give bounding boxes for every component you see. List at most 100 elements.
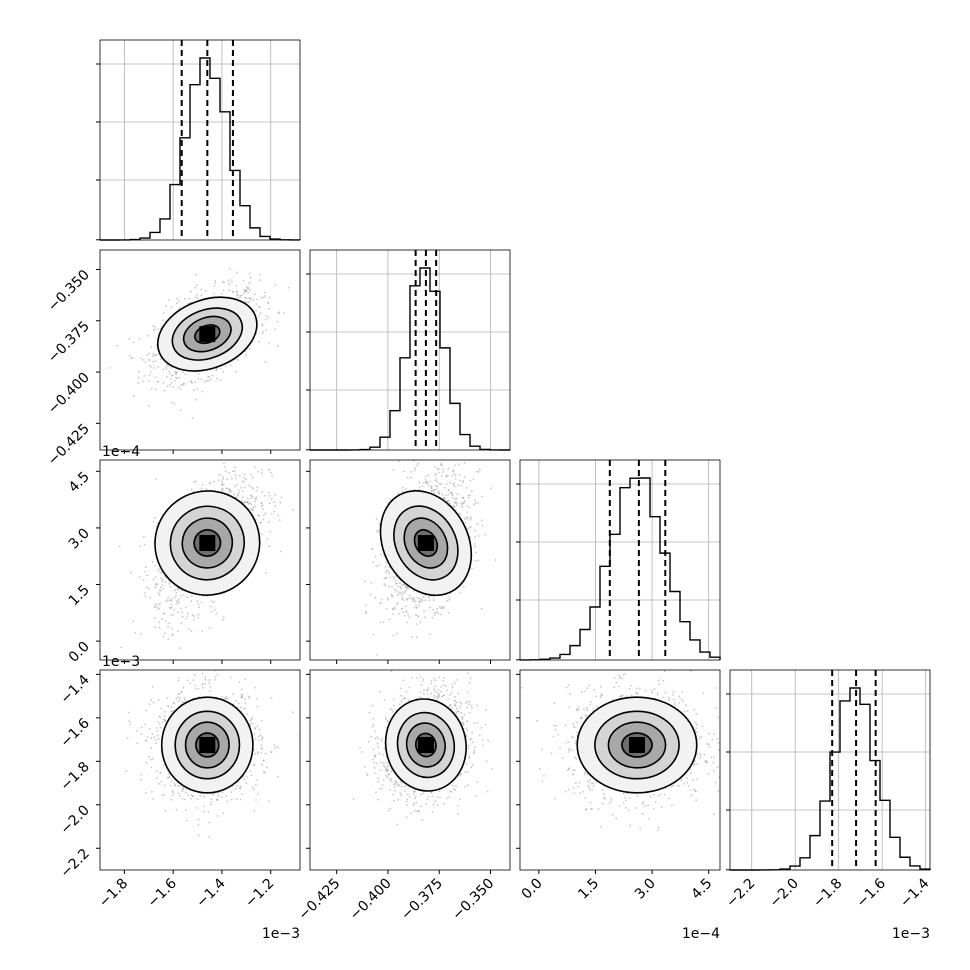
sample-point [133,394,135,397]
sample-point [233,493,236,496]
sample-point [477,502,479,504]
sample-point [152,797,154,800]
sample-point [474,502,477,505]
sample-point [235,285,238,287]
sample-point [171,374,174,377]
sample-point [268,545,271,548]
contour-line [154,490,261,596]
sample-point [424,475,427,478]
sample-point [274,328,276,331]
sample-point [228,471,231,474]
sample-point [447,500,449,503]
sample-point [216,815,219,817]
sample-point [177,611,180,614]
sample-point [447,494,450,496]
sample-point [222,289,225,291]
sample-point [179,384,182,387]
scatter-panel-2-0 [96,459,301,664]
sample-point [424,479,427,481]
sample-point [475,551,477,554]
sample-point [405,589,407,592]
sample-point [277,746,279,748]
sample-point [248,297,251,300]
sample-point [206,379,209,382]
sample-point [197,372,200,375]
sample-point [385,608,388,610]
sample-point [154,617,156,620]
sample-point [276,320,279,323]
sample-point [243,292,245,295]
sample-point [268,502,271,505]
sample-point [279,550,282,553]
sample-point [432,608,434,611]
sample-point [208,682,211,685]
sample-point [254,293,257,296]
sample-point [435,488,437,490]
sample-point [412,589,415,592]
sample-point [452,469,455,472]
sample-point [194,381,197,383]
sample-point [221,791,224,794]
sample-point [247,503,250,505]
sample-point [264,512,267,515]
sample-point [210,610,213,613]
sample-point [239,294,242,297]
sample-point [163,389,166,392]
sample-point [200,601,203,604]
sample-point [152,521,155,523]
sample-point [409,594,411,597]
sample-point [242,280,245,282]
sample-point [248,348,251,351]
sample-point [429,606,431,609]
sample-point [395,589,397,592]
sample-point [451,474,454,477]
sample-point [236,271,238,274]
contour-line [379,489,473,597]
sample-point [144,566,147,569]
sample-point [433,492,436,495]
sample-point [434,474,437,476]
sample-point [419,600,422,602]
histogram-panel-3 [726,669,931,871]
sample-point [448,598,451,601]
sample-point [255,309,258,312]
sample-point [435,478,438,480]
sample-point [186,596,189,599]
sample-point [243,473,246,476]
sample-point [447,474,449,477]
sample-point [266,538,269,540]
sample-point [406,621,408,624]
sample-point [230,490,233,493]
sample-point [418,481,421,484]
sample-point [190,290,192,293]
sample-point [421,485,424,488]
sample-point [254,686,257,689]
sample-point [378,523,381,525]
sample-point [241,294,243,297]
sample-point [397,585,400,588]
sample-point [400,583,403,586]
sample-point [169,607,171,609]
sample-point [369,593,371,596]
sample-point [387,572,390,575]
sample-point [180,594,182,597]
sample-point [221,483,224,485]
sample-point [279,501,282,504]
sample-point [398,612,400,615]
sample-point [177,598,180,600]
sample-point [205,488,208,490]
sample-point [153,354,156,357]
sample-point [456,484,459,486]
sample-point [400,591,403,594]
sample-point [371,547,373,550]
sample-point [277,514,280,517]
sample-point [459,484,462,487]
sample-point [236,293,238,296]
sample-point [215,369,218,371]
sample-point [173,608,176,611]
sample-point [175,376,178,379]
sample-point [375,518,378,520]
sample-point [415,604,417,606]
sample-point [210,801,213,803]
sample-point [260,521,262,524]
